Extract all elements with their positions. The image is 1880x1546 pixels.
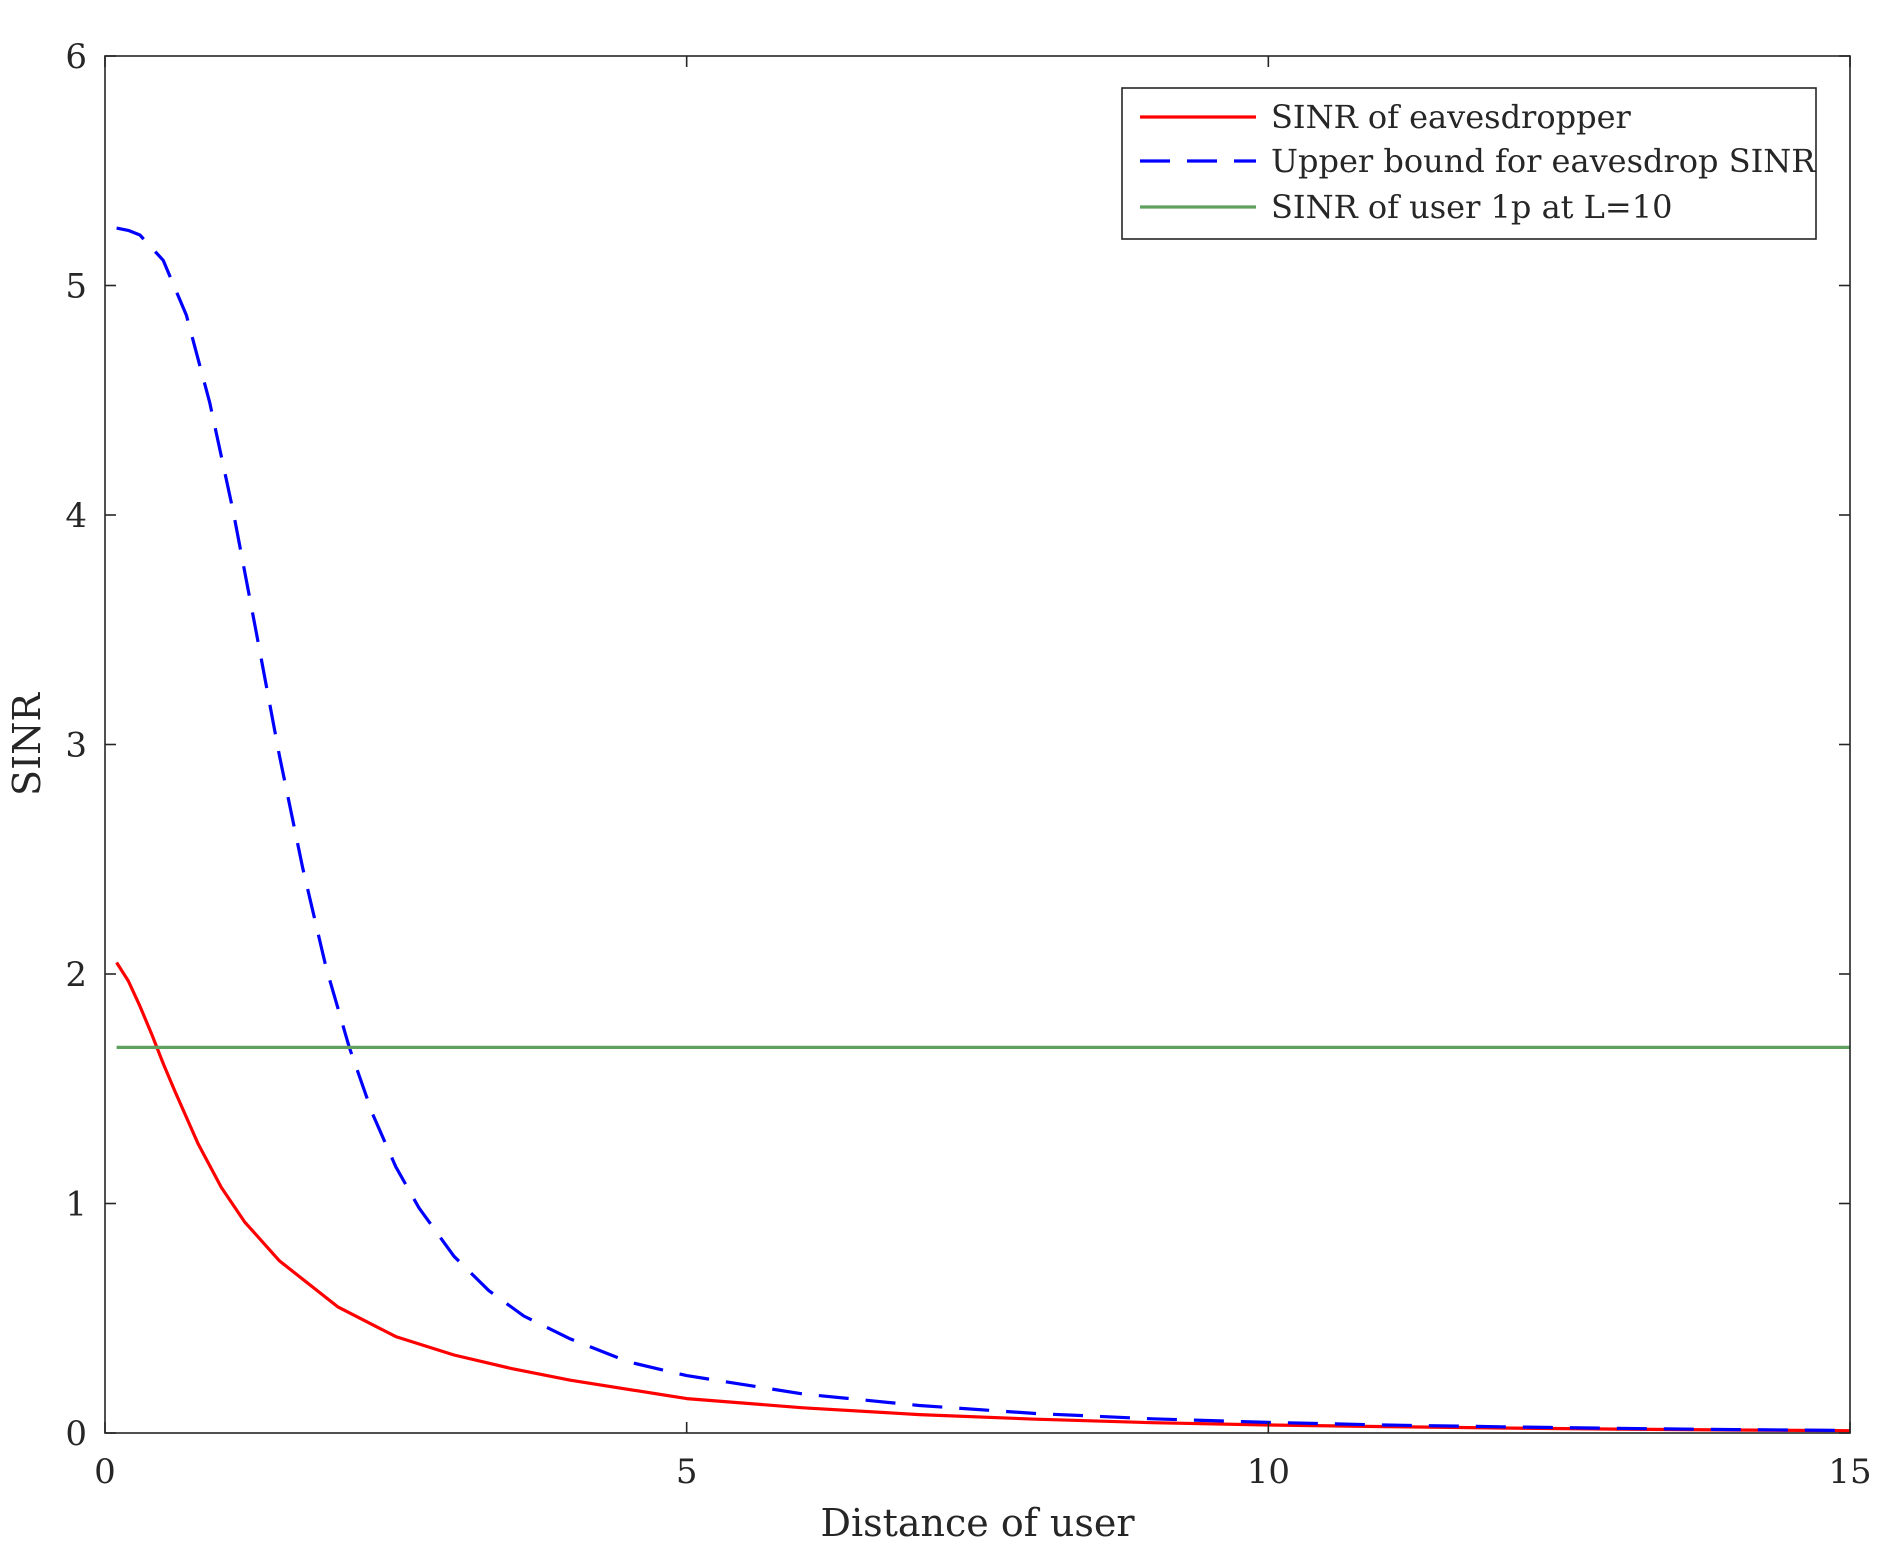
x-tick-label: 15 — [1828, 1452, 1871, 1492]
y-tick-label: 4 — [65, 496, 87, 536]
ticks-layer: 0 5 10 15 0 1 2 3 4 5 6 — [65, 37, 1871, 1492]
y-axis-label: SINR — [5, 692, 49, 796]
data-series-layer — [115, 226, 1851, 1433]
y-tick-label: 3 — [65, 726, 87, 766]
x-tick-label: 5 — [676, 1452, 698, 1492]
legend-box — [1121, 87, 1817, 240]
axes-box — [104, 55, 1851, 1434]
y-tick-label: 0 — [65, 1414, 87, 1454]
legend-label-upper-bound: Upper bound for eavesdrop SINR — [1271, 142, 1816, 180]
y-tick-label: 6 — [65, 37, 87, 77]
legend-label-user-1p: SINR of user 1p at L=10 — [1271, 188, 1672, 226]
legend: SINR of eavesdropper Upper bound for eav… — [1121, 87, 1817, 240]
y-tick-label: 1 — [65, 1185, 87, 1225]
series-line-eavesdropper — [115, 961, 1851, 1433]
series-line-upper-bound — [116, 226, 1851, 1433]
legend-label-eavesdropper: SINR of eavesdropper — [1271, 98, 1632, 136]
x-tick-label: 10 — [1247, 1452, 1290, 1492]
x-axis-label: Distance of user — [820, 1501, 1135, 1545]
x-tick-label: 0 — [94, 1452, 116, 1492]
y-tick-label: 2 — [65, 955, 87, 995]
y-tick-label: 5 — [65, 267, 87, 307]
